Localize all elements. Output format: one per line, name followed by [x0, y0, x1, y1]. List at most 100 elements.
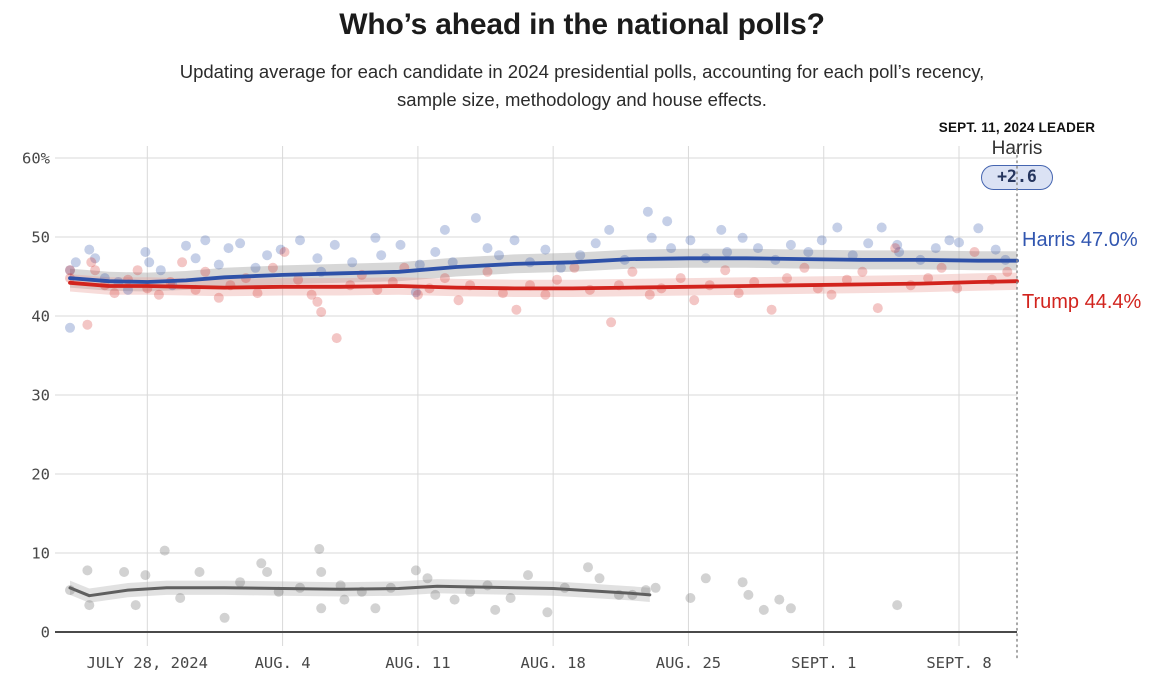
- harris-poll-dot: [894, 247, 905, 257]
- harris-poll-dot: [295, 235, 305, 246]
- harris-poll-dot: [803, 247, 814, 257]
- x-axis-tick-label: JULY 28, 2024: [87, 654, 208, 672]
- trump-poll-dot: [857, 266, 868, 277]
- kennedy-poll-dot: [370, 603, 381, 614]
- kennedy-poll-dot: [119, 567, 130, 577]
- trump-poll-dot: [252, 288, 263, 299]
- x-axis-tick-label: SEPT. 1: [791, 654, 856, 672]
- harris-poll-dot: [430, 247, 441, 257]
- harris-poll-dot: [90, 253, 101, 264]
- trump-poll-dot: [923, 273, 934, 284]
- kennedy-poll-dot: [785, 603, 796, 614]
- harris-poll-dot: [181, 240, 191, 251]
- harris-poll-dot: [990, 244, 1001, 255]
- kennedy-poll-dot: [505, 593, 516, 603]
- kennedy-poll-dot: [262, 567, 273, 577]
- harris-poll-dot: [930, 243, 941, 254]
- harris-poll-dot: [646, 232, 657, 243]
- harris-poll-dot: [275, 244, 286, 255]
- harris-poll-dot: [376, 250, 387, 261]
- kennedy-poll-dot: [583, 562, 593, 573]
- trump-poll-dot: [482, 266, 493, 277]
- harris-poll-dot: [70, 257, 81, 268]
- kennedy-poll-dot: [482, 580, 493, 591]
- harris-poll-dot: [155, 265, 166, 276]
- harris-poll-dot: [785, 239, 796, 250]
- harris-poll-dot: [892, 239, 903, 250]
- trump-poll-dot: [177, 257, 188, 268]
- trump-poll-dot: [306, 289, 317, 300]
- harris-poll-dot: [737, 232, 748, 243]
- harris-poll-dot: [213, 259, 224, 270]
- trump-poll-dot: [540, 289, 551, 300]
- harris-poll-dot: [604, 224, 615, 235]
- harris-end-label: Harris 47.0%: [1022, 229, 1138, 251]
- harris-poll-dot: [144, 257, 155, 268]
- trump-trend-line: [68, 279, 1019, 291]
- x-axis-tick-label: AUG. 25: [656, 654, 721, 672]
- harris-poll-dot: [140, 247, 151, 257]
- harris-poll-dot: [250, 262, 261, 273]
- kennedy-poll-dot: [430, 589, 441, 600]
- harris-poll-dot: [262, 250, 273, 261]
- trump-poll-dot: [552, 274, 562, 285]
- harris-poll-dot: [816, 235, 827, 246]
- kennedy-poll-dot: [219, 612, 230, 623]
- y-axis-tick-label: 0: [41, 624, 50, 642]
- trump-end-label: Trump 44.4%: [1022, 291, 1142, 313]
- harris-poll-dot: [395, 239, 406, 250]
- trump-poll-dot: [890, 243, 901, 254]
- trump-poll-dot: [65, 265, 75, 276]
- trump-poll-dot: [733, 288, 744, 299]
- trump-poll-dot: [316, 307, 327, 317]
- page-title: Who’s ahead in the national polls?: [339, 8, 825, 41]
- harris-poll-dot: [540, 244, 551, 255]
- trump-poll-dot: [132, 265, 143, 276]
- trump-poll-dot: [766, 304, 777, 315]
- kennedy-confidence-band: [70, 579, 650, 603]
- trump-poll-dot: [569, 262, 580, 273]
- kennedy-poll-dot: [314, 544, 325, 554]
- kennedy-poll-dot: [743, 589, 754, 600]
- trump-poll-dot: [439, 273, 450, 284]
- trump-poll-dot: [720, 265, 731, 276]
- harris-poll-dot: [370, 232, 381, 243]
- kennedy-poll-dot: [194, 567, 205, 577]
- kennedy-poll-dot: [422, 573, 433, 584]
- harris-poll-dot: [200, 235, 211, 246]
- trump-poll-dot: [312, 296, 323, 307]
- harris-poll-dot: [642, 206, 653, 217]
- trump-poll-dot: [952, 283, 963, 294]
- kennedy-poll-dot: [140, 570, 151, 581]
- kennedy-trend-line: [68, 584, 652, 598]
- y-axis-tick-label: 10: [31, 545, 50, 563]
- kennedy-poll-dot: [892, 600, 903, 611]
- harris-poll-dot: [312, 253, 323, 264]
- trump-poll-dot: [90, 265, 101, 276]
- kennedy-poll-dot: [410, 565, 421, 576]
- chart-subtitle-line2: sample size, methodology and house effec…: [397, 89, 767, 110]
- harris-poll-dot: [439, 224, 450, 235]
- trump-poll-dot: [109, 288, 120, 299]
- y-axis-tick-label: 60%: [22, 150, 51, 168]
- y-axis-tick-label: 30: [31, 387, 50, 405]
- y-axis-tick-label: 20: [31, 466, 50, 484]
- trump-poll-dot: [200, 266, 211, 277]
- x-axis-tick-label: AUG. 11: [385, 654, 450, 672]
- trump-poll-dot: [153, 289, 164, 300]
- harris-poll-dot: [685, 235, 696, 246]
- trump-poll-dot: [644, 289, 655, 300]
- trump-poll-dot: [799, 262, 810, 273]
- harris-poll-dot: [84, 244, 95, 255]
- harris-poll-dot: [666, 243, 677, 254]
- chart-subtitle-line1: Updating average for each candidate in 2…: [179, 61, 985, 82]
- trump-poll-dot: [412, 289, 423, 300]
- harris-poll-dot: [447, 257, 458, 268]
- trump-poll-dot: [331, 333, 342, 344]
- trump-poll-dot: [453, 295, 464, 306]
- harris-poll-dot: [223, 243, 234, 254]
- harris-poll-dot: [973, 223, 984, 234]
- harris-poll-dot: [590, 238, 601, 249]
- harris-poll-dot: [410, 287, 421, 298]
